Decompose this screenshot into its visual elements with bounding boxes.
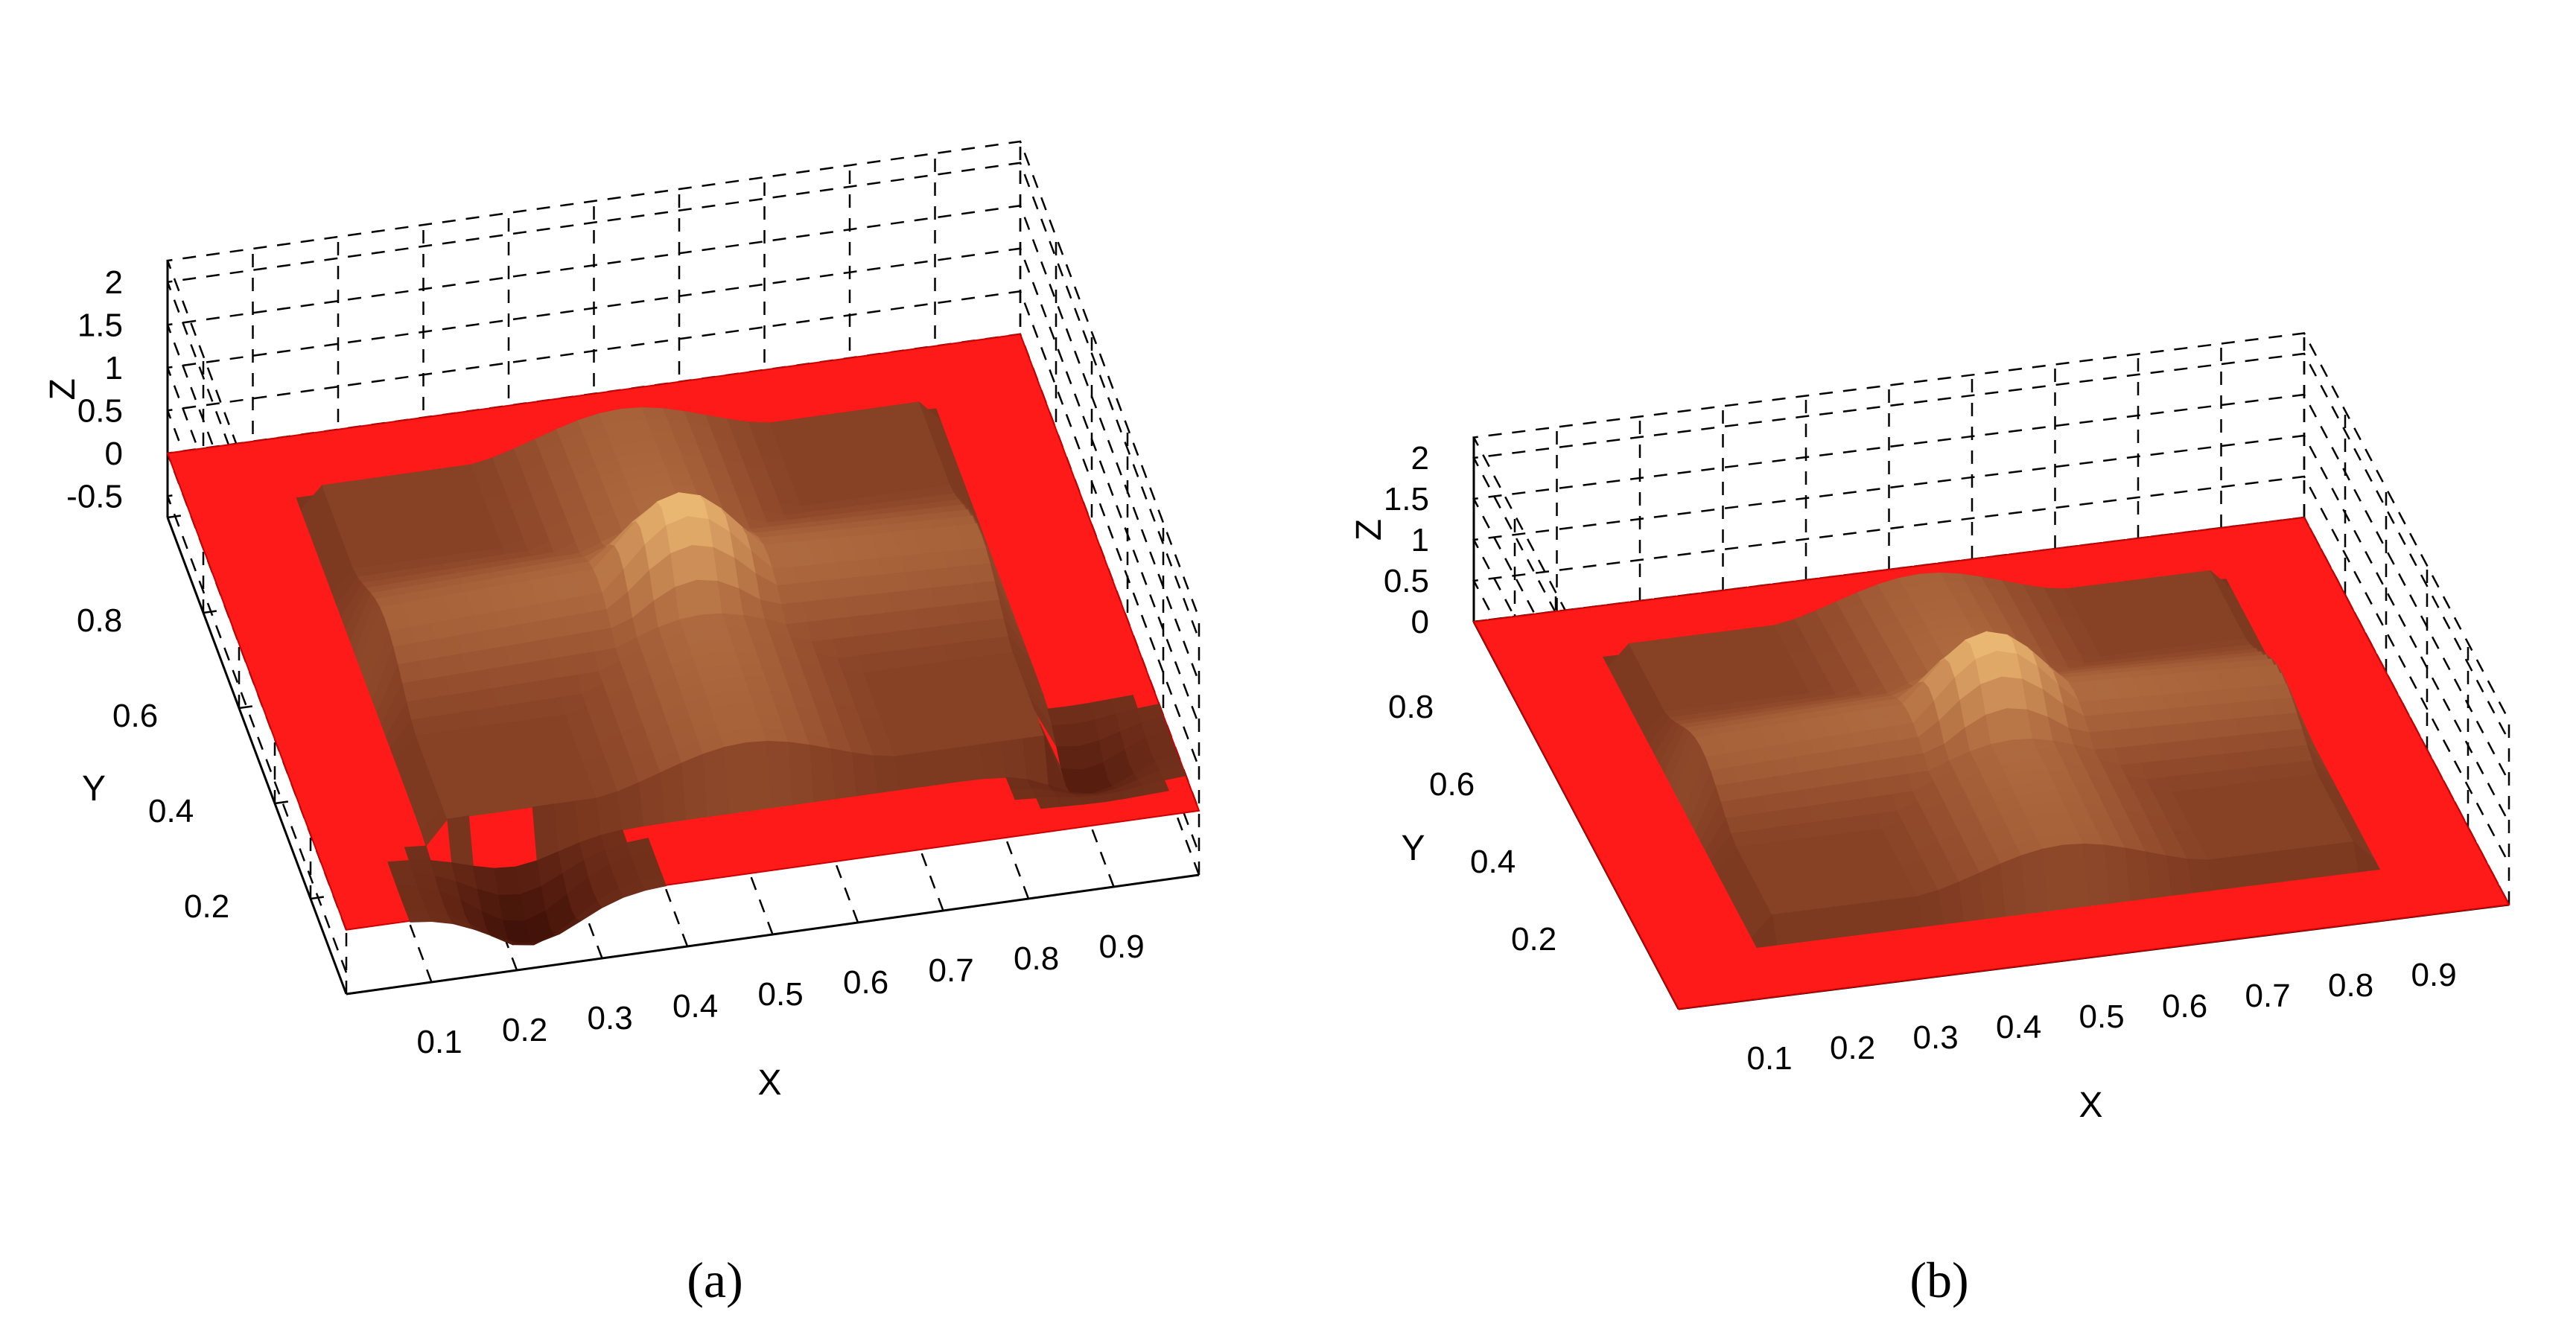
y-tick-label: 0.6 (1429, 766, 1475, 803)
x-tick-label: 0.5 (758, 976, 804, 1013)
caption-b: (b) (1909, 1252, 1969, 1308)
y-axis-label: Y (1402, 829, 1425, 868)
ticks-b: 0.1 0.2 0.3 0.4 0.5 0.6 0.7 0.8 0.9 0.2 0.4 0.6 0.8 0… (1384, 440, 2457, 1077)
z-tick-label: -0.5 (66, 478, 123, 515)
y-tick-label: 0.6 (112, 698, 158, 734)
y-tick-label: 0.2 (1511, 921, 1556, 958)
x-tick-label: 0.5 (2079, 998, 2125, 1035)
x-tick-label: 0.3 (1913, 1019, 1959, 1056)
axes-a (166, 261, 1200, 996)
x-tick-label: 0.1 (417, 1024, 462, 1060)
surface-patch (640, 873, 667, 891)
surface-chart-a: 0.1 0.2 0.3 0.4 0.5 0.6 0.7 0.8 0.9 0.2 0.4 0.6 0.8 -… (43, 140, 1200, 1103)
z-tick-label: 0 (105, 436, 123, 472)
x-axis-line (346, 873, 1200, 996)
surface-b (1602, 570, 2381, 949)
x-tick-label: 0.6 (2162, 988, 2207, 1025)
x-tick-label: 0.4 (1996, 1009, 2041, 1045)
x-axis-label: X (758, 1063, 782, 1103)
z-tick-label: 1 (105, 350, 123, 386)
x-tick-label: 0.7 (2245, 978, 2291, 1014)
surface-patch (2353, 841, 2381, 873)
z-axis-label: Z (43, 378, 83, 400)
x-tick-label: 0.2 (502, 1012, 547, 1048)
grid-line (166, 140, 1200, 738)
x-tick-label: 0.2 (1830, 1030, 1875, 1066)
surface-patch (404, 845, 431, 861)
x-tick-label: 0.6 (843, 964, 888, 1001)
x-axis-label: X (2079, 1086, 2103, 1125)
grid-line (166, 162, 1200, 759)
y-tick-label: 0.4 (148, 793, 194, 829)
surface-patch (1159, 764, 1186, 781)
y-tick-label: 0.8 (1388, 689, 1434, 725)
grid-line (166, 247, 1200, 845)
y-tick-label: 0.4 (1470, 844, 1516, 880)
surface-chart-b: 0.1 0.2 0.3 0.4 0.5 0.6 0.7 0.8 0.9 0.2 0.4 0.6 0.8 0… (1349, 332, 2510, 1125)
y-axis-line (166, 517, 348, 995)
ticks-a: 0.1 0.2 0.3 0.4 0.5 0.6 0.7 0.8 0.9 0.2 0.4 0.6 0.8 -… (66, 264, 1145, 1060)
z-tick-label: 1.5 (77, 307, 123, 343)
x-tick-label: 0.8 (1014, 940, 1059, 977)
z-tick-label: 0.5 (1384, 563, 1429, 599)
surface-patch (1142, 780, 1170, 795)
x-tick-label: 0.3 (588, 1000, 633, 1036)
surface-patch (447, 815, 474, 867)
grid-line (166, 290, 1200, 888)
x-tick-label: 0.9 (2411, 957, 2457, 993)
x-tick-label: 0.9 (1099, 928, 1145, 965)
x-tick-label: 0.4 (672, 988, 718, 1025)
y-axis-label: Y (82, 769, 106, 809)
x-tick-label: 0.8 (2328, 967, 2373, 1004)
z-tick-label: 1.5 (1384, 481, 1429, 517)
z-tick-label: 2 (1411, 440, 1429, 477)
z-tick-label: 1 (1411, 522, 1429, 558)
y-tick-label: 0.2 (184, 888, 229, 925)
z-tick-label: 2 (105, 264, 123, 301)
surface-a (296, 401, 1186, 946)
chart-panel-a: 0.1 0.2 0.3 0.4 0.5 0.6 0.7 0.8 0.9 0.2 0.4 0.6 0.8 -… (43, 140, 1200, 1308)
z-tick-label: 0.5 (77, 392, 123, 429)
z-axis-label: Z (1349, 519, 1389, 541)
x-tick-label: 0.7 (929, 952, 974, 989)
chart-panel-b: 0.1 0.2 0.3 0.4 0.5 0.6 0.7 0.8 0.9 0.2 0.4 0.6 0.8 0… (1288, 0, 2576, 1341)
caption-a: (a) (687, 1252, 743, 1308)
z-tick-label: 0 (1411, 604, 1429, 640)
grid-line (166, 204, 1200, 802)
y-tick-label: 0.8 (77, 602, 122, 639)
x-tick-label: 0.1 (1747, 1040, 1793, 1077)
